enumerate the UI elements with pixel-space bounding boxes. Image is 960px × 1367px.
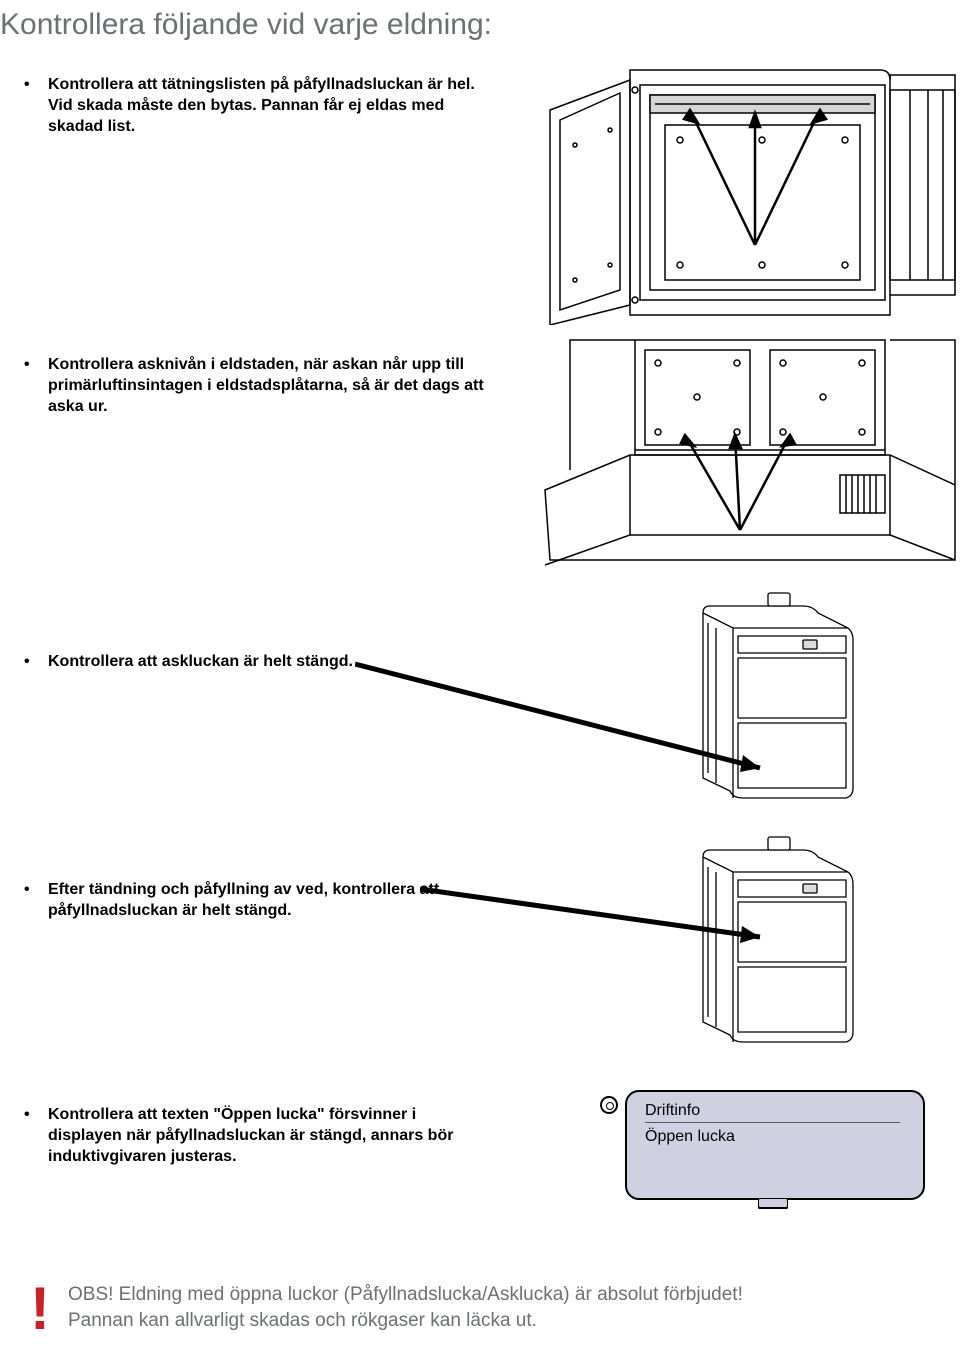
bullet-text-5: Kontrollera att texten "Öppen lucka" för… xyxy=(0,1105,490,1167)
arrow-to-ashdoor xyxy=(355,660,795,790)
bullet-item-4: Efter tändning och påfyllning av ved, ko… xyxy=(0,880,490,922)
display-title: Driftinfo xyxy=(645,1102,900,1123)
warning-exclamation-icon: ! xyxy=(30,1274,50,1343)
page-title: Kontrollera följande vid varje eldning: xyxy=(0,8,492,42)
display-knob-icon xyxy=(600,1096,618,1114)
bullet-item-1: Kontrollera att tätningslisten på påfyll… xyxy=(0,75,490,137)
bullet-item-2: Kontrollera asknivån i eldstaden, när as… xyxy=(0,355,490,417)
warning-block: ! OBS! Eldning med öppna luckor (Påfylln… xyxy=(30,1282,930,1333)
bullet-text-1: Kontrollera att tätningslisten på påfyll… xyxy=(0,75,490,137)
warning-line-1: OBS! Eldning med öppna luckor (Påfyllnad… xyxy=(68,1284,743,1305)
display-status: Öppen lucka xyxy=(645,1128,735,1146)
bullet-item-5: Kontrollera att texten "Öppen lucka" för… xyxy=(0,1105,490,1167)
warning-line-2: Pannan kan allvarligt skadas och rökgase… xyxy=(68,1310,537,1331)
display-panel: Driftinfo Öppen lucka xyxy=(625,1090,925,1200)
display-tab-icon xyxy=(758,1198,788,1210)
warning-text: OBS! Eldning med öppna luckor (Påfyllnad… xyxy=(30,1282,930,1333)
arrow-to-filldoor xyxy=(420,885,795,955)
bullet-text-2: Kontrollera asknivån i eldstaden, när as… xyxy=(0,355,490,417)
illustration-ashlevel xyxy=(540,335,960,570)
illustration-seal xyxy=(540,55,960,325)
bullet-text-4: Efter tändning och påfyllning av ved, ko… xyxy=(0,880,490,922)
